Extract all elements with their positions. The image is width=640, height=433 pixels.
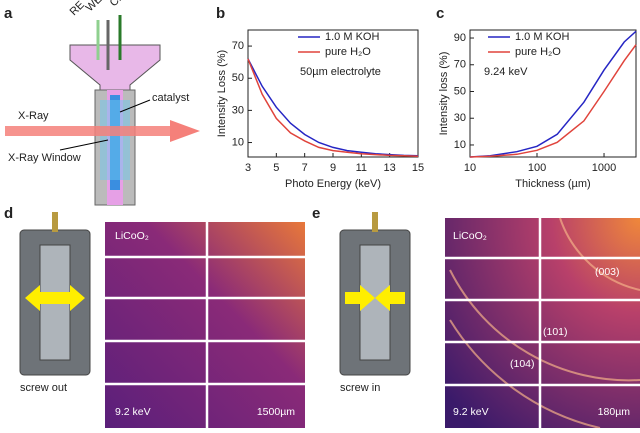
data-line: [469, 44, 637, 158]
panel-label: e: [312, 205, 320, 222]
cell-device: [19, 212, 91, 376]
x-tick-label: 7: [302, 162, 308, 174]
x-tick-label: 11: [356, 162, 367, 174]
catalyst-label: catalyst: [152, 92, 189, 104]
electrode-label: WE: [84, 0, 105, 14]
peak-label: (003): [595, 266, 620, 278]
y-tick-label: 10: [232, 136, 244, 148]
distance-label: 1500µm: [257, 406, 295, 418]
y-axis-title: Intensity Loss (%): [216, 50, 228, 137]
y-tick-label: 70: [454, 59, 466, 71]
y-tick-label: 30: [232, 104, 244, 116]
panel-label: d: [4, 205, 13, 222]
x-tick-label: 10: [464, 162, 476, 174]
window-label: X-Ray Window: [8, 152, 81, 164]
diffraction-image: [105, 222, 305, 428]
image-divider: [105, 222, 305, 428]
x-tick-label: 3: [245, 162, 251, 174]
x-axis-title: Thickness (µm): [515, 178, 590, 190]
image-divider: [445, 218, 640, 428]
caption: screw out: [20, 382, 67, 394]
energy-label: 9.2 keV: [453, 406, 489, 418]
y-axis-title: Intensity loss (%): [438, 52, 450, 136]
electrode-label: RE: [68, 0, 87, 18]
x-axis-title: Photo Energy (keV): [285, 178, 381, 190]
beam-label: X-Ray: [18, 110, 49, 122]
panel-label: b: [216, 5, 225, 22]
y-tick-label: 70: [232, 40, 244, 52]
y-tick-label: 30: [454, 112, 466, 124]
cell-device: [339, 212, 411, 376]
cell-schematic: [5, 15, 200, 206]
x-tick-label: 9: [330, 162, 336, 174]
peak-label: (104): [510, 358, 535, 370]
data-line: [247, 58, 419, 157]
sample-label: LiCoO₂: [453, 230, 487, 242]
diffraction-ring: [449, 217, 640, 429]
electrode-label: CE: [108, 0, 127, 9]
plot-frame: [469, 29, 637, 158]
legend-label: pure H₂O: [515, 46, 561, 58]
panel-label: a: [4, 5, 13, 22]
x-tick-label: 1000: [592, 162, 616, 174]
x-tick-label: 5: [273, 162, 279, 174]
y-tick-label: 90: [454, 32, 466, 44]
data-line: [469, 30, 637, 158]
annotation: 9.24 keV: [484, 66, 528, 78]
y-tick-label: 50: [232, 72, 244, 84]
annotation: 50µm electrolyte: [300, 66, 381, 78]
energy-label: 9.2 keV: [115, 406, 151, 418]
caption: screw in: [340, 382, 380, 394]
legend-label: pure H₂O: [325, 46, 371, 58]
x-tick-label: 13: [384, 162, 396, 174]
x-tick-label: 100: [528, 162, 546, 174]
sample-label: LiCoO₂: [115, 230, 149, 242]
data-line: [247, 58, 419, 157]
peak-label: (101): [543, 326, 568, 338]
legend-label: 1.0 M KOH: [325, 31, 379, 43]
x-tick-label: 15: [412, 162, 424, 174]
legend-label: 1.0 M KOH: [515, 31, 569, 43]
panel-label: c: [436, 5, 444, 22]
distance-label: 180µm: [598, 406, 631, 418]
diffraction-image: [445, 218, 640, 428]
y-tick-label: 50: [454, 85, 466, 97]
y-tick-label: 10: [454, 139, 466, 151]
